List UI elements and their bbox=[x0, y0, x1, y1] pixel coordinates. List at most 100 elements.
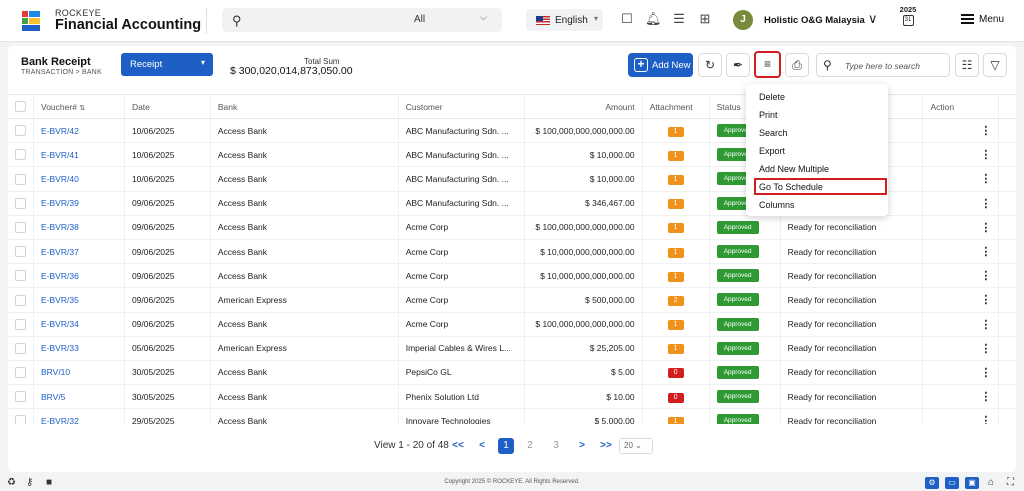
settings-icon[interactable]: ⚙ bbox=[925, 477, 939, 489]
row-checkbox[interactable] bbox=[8, 408, 34, 424]
col-date[interactable]: Date bbox=[124, 94, 211, 119]
col-bank[interactable]: Bank bbox=[210, 94, 399, 119]
home-icon[interactable]: ⌂ bbox=[988, 477, 995, 488]
row-actions-kebab-icon[interactable]: ⋮ bbox=[922, 384, 1000, 410]
row-actions-kebab-icon[interactable]: ⋮ bbox=[922, 263, 1000, 289]
voucher-link[interactable]: E-BVR/42 bbox=[33, 118, 125, 144]
voucher-link[interactable]: E-BVR/32 bbox=[33, 408, 125, 424]
bookmark-icon[interactable]: ☐ bbox=[621, 11, 633, 26]
row-checkbox[interactable] bbox=[8, 166, 34, 192]
voucher-link[interactable]: E-BVR/40 bbox=[33, 166, 125, 192]
voucher-link[interactable]: E-BVR/41 bbox=[33, 142, 125, 168]
last-page-button[interactable]: >> bbox=[600, 440, 612, 451]
table-row[interactable]: E-BVR/36 09/06/2025 Access Bank Acme Corp $ … bbox=[8, 263, 1016, 289]
row-actions-kebab-icon[interactable]: ⋮ bbox=[922, 360, 1000, 386]
table-row[interactable]: E-BVR/32 29/05/2025 Access Bank Innovare Te… bbox=[8, 408, 1016, 424]
page-3-button[interactable]: 3 bbox=[553, 440, 559, 451]
attachment-count-badge[interactable]: 1 bbox=[667, 344, 684, 355]
col-voucher[interactable]: Voucher# ⇅ bbox=[33, 94, 125, 119]
row-actions-kebab-icon[interactable]: ⋮ bbox=[922, 215, 1000, 240]
avatar[interactable]: J bbox=[733, 10, 753, 30]
attachment-count-badge[interactable]: 0 bbox=[667, 392, 684, 403]
attachment-count-badge[interactable]: 1 bbox=[667, 174, 684, 185]
row-checkbox[interactable] bbox=[8, 360, 34, 386]
chevron-down-icon[interactable]: ∨ bbox=[868, 11, 878, 26]
table-row[interactable]: E-BVR/42 10/06/2025 Access Bank ABC Manufac… bbox=[8, 118, 1016, 144]
menu-item-go-to-schedule[interactable]: Go To Schedule bbox=[759, 182, 823, 192]
voucher-link[interactable]: E-BVR/37 bbox=[33, 239, 125, 265]
more-options-button[interactable]: ≡ bbox=[754, 51, 781, 78]
row-checkbox[interactable] bbox=[8, 287, 34, 313]
voucher-link[interactable]: BRV/10 bbox=[33, 360, 125, 386]
filter-button[interactable]: ▽ bbox=[983, 53, 1007, 77]
row-actions-kebab-icon[interactable]: ⋮ bbox=[922, 336, 1000, 361]
voucher-link[interactable]: E-BVR/34 bbox=[33, 312, 125, 337]
row-checkbox[interactable] bbox=[8, 312, 34, 337]
attachment-count-badge[interactable]: 1 bbox=[667, 320, 684, 331]
menu-item-print[interactable]: Print bbox=[759, 110, 778, 120]
row-checkbox[interactable] bbox=[8, 215, 34, 240]
voucher-link[interactable]: E-BVR/35 bbox=[33, 287, 125, 313]
receipt-type-select[interactable]: Receipt ▾ bbox=[121, 53, 213, 76]
next-page-button[interactable]: > bbox=[579, 440, 585, 451]
row-actions-kebab-icon[interactable]: ⋮ bbox=[922, 239, 1000, 265]
voucher-link[interactable]: E-BVR/33 bbox=[33, 336, 125, 361]
voucher-link[interactable]: E-BVR/38 bbox=[33, 215, 125, 240]
print-button[interactable]: ⎙ bbox=[785, 53, 809, 77]
company-name[interactable]: Holistic O&G Malaysia bbox=[764, 15, 865, 26]
voucher-link[interactable]: E-BVR/36 bbox=[33, 263, 125, 289]
page-2-button[interactable]: 2 bbox=[527, 440, 533, 451]
column-settings-button[interactable]: ☷ bbox=[955, 53, 979, 77]
table-row[interactable]: BRV/10 30/05/2025 Access Bank PepsiCo GL $ 5… bbox=[8, 360, 1016, 386]
key-icon[interactable]: ⚷ bbox=[26, 477, 34, 488]
row-checkbox[interactable] bbox=[8, 336, 34, 361]
table-search-input[interactable]: ⚲ Type here to search bbox=[816, 53, 950, 77]
row-checkbox[interactable] bbox=[8, 191, 34, 216]
row-actions-kebab-icon[interactable]: ⋮ bbox=[922, 408, 1000, 424]
search-scope-select[interactable]: All bbox=[414, 14, 426, 25]
row-actions-kebab-icon[interactable]: ⋮ bbox=[922, 142, 1000, 168]
language-select[interactable]: English ▾ bbox=[526, 9, 603, 31]
table-row[interactable]: E-BVR/35 09/06/2025 American Express Acme C… bbox=[8, 287, 1016, 313]
attachment-count-badge[interactable]: 1 bbox=[667, 416, 684, 424]
voucher-link[interactable]: E-BVR/39 bbox=[33, 191, 125, 216]
per-page-select[interactable]: 20 ⌄ bbox=[619, 438, 653, 454]
row-checkbox[interactable] bbox=[8, 263, 34, 289]
bell-icon[interactable]: 🔔︎ bbox=[645, 11, 662, 26]
row-checkbox[interactable] bbox=[8, 142, 34, 168]
table-row[interactable]: E-BVR/38 09/06/2025 Access Bank Acme Corp $ … bbox=[8, 215, 1016, 240]
fullscreen-icon[interactable]: ⛶ bbox=[1007, 477, 1014, 488]
checklist-icon[interactable]: ☰ bbox=[673, 11, 685, 26]
global-search[interactable]: ⚲ All ⌵ bbox=[222, 8, 502, 32]
page-1-button[interactable]: 1 bbox=[498, 438, 514, 454]
row-actions-kebab-icon[interactable]: ⋮ bbox=[922, 166, 1000, 192]
table-row[interactable]: E-BVR/33 05/06/2025 American Express Imperi… bbox=[8, 336, 1016, 361]
col-attachment[interactable]: Attachment bbox=[642, 94, 710, 119]
attachment-count-badge[interactable]: 1 bbox=[667, 271, 684, 282]
screen-share-icon[interactable]: ▣ bbox=[965, 477, 979, 489]
add-new-button[interactable]: + Add New bbox=[628, 53, 693, 77]
attachment-count-badge[interactable]: 1 bbox=[667, 247, 684, 258]
table-row[interactable]: E-BVR/37 09/06/2025 Access Bank Acme Corp $ … bbox=[8, 239, 1016, 265]
row-checkbox[interactable] bbox=[8, 384, 34, 410]
attachment-count-badge[interactable]: 1 bbox=[667, 223, 684, 234]
menu-item-columns[interactable]: Columns bbox=[759, 200, 795, 210]
menu-item-export[interactable]: Export bbox=[759, 146, 786, 156]
row-actions-kebab-icon[interactable]: ⋮ bbox=[922, 287, 1000, 313]
table-row[interactable]: BRV/5 30/05/2025 Access Bank Phenix Solutio… bbox=[8, 384, 1016, 410]
menu-button[interactable]: Menu bbox=[961, 14, 1004, 25]
prev-page-button[interactable]: < bbox=[479, 440, 485, 451]
recycle-icon[interactable]: ♻ bbox=[7, 477, 16, 488]
attachment-count-badge[interactable]: 0 bbox=[667, 368, 684, 379]
row-actions-kebab-icon[interactable]: ⋮ bbox=[922, 191, 1000, 216]
menu-item-add-new-multiple[interactable]: Add New Multiple bbox=[759, 164, 830, 174]
col-customer[interactable]: Customer bbox=[398, 94, 525, 119]
monitor-icon[interactable]: ▭ bbox=[945, 477, 959, 489]
table-row[interactable]: E-BVR/34 09/06/2025 Access Bank Acme Corp $ … bbox=[8, 312, 1016, 337]
clear-button[interactable]: ✒ bbox=[726, 53, 750, 77]
refresh-button[interactable]: ↻ bbox=[698, 53, 722, 77]
voucher-link[interactable]: BRV/5 bbox=[33, 384, 125, 410]
apps-grid-icon[interactable]: ⊞ bbox=[699, 11, 711, 26]
fiscal-year[interactable]: 2025 31 bbox=[898, 5, 918, 26]
row-checkbox[interactable] bbox=[8, 239, 34, 265]
